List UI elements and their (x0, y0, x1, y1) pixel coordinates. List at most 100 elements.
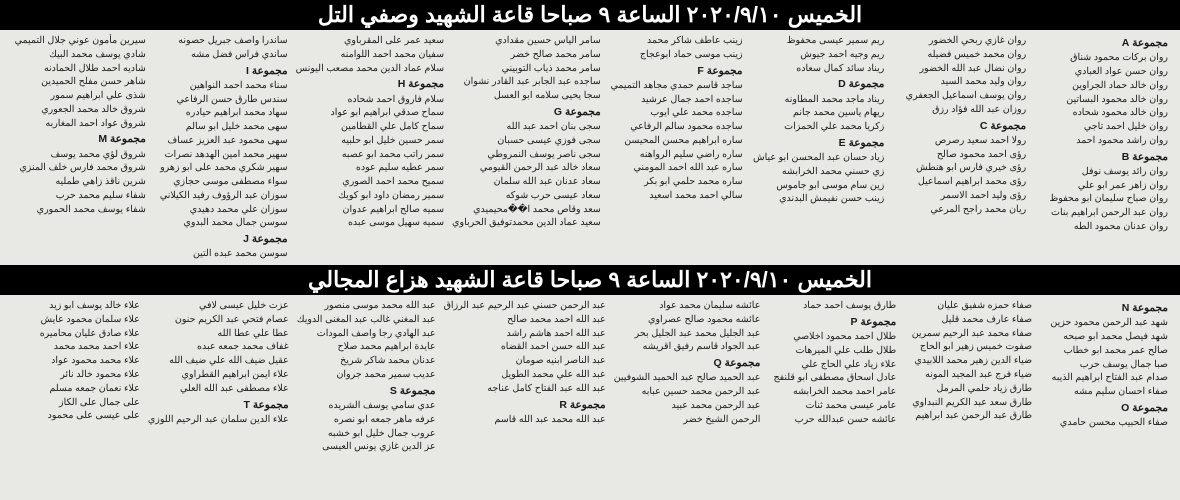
name-entry: روان صباح سليمان ابو محفوظ (1034, 192, 1168, 206)
names-column: عبد الله محمد موسى منصورعبد المغني غالب … (293, 299, 440, 454)
name-entry: ساجده احمد جمال عرشيد (609, 93, 743, 107)
name-entry: زكريا محمد علي الحمزات (751, 120, 885, 134)
name-entry: سامر محمد صالح خضر (452, 48, 601, 62)
name-entry: ساجد قاسم حمدي مجاهد التميمي (609, 79, 743, 93)
name-entry: علاء خالد يوسف ابو زيد (12, 299, 140, 313)
names-column: سعيد عمر على المقرباويسفيان محمد احمد ال… (292, 34, 448, 261)
name-entry: روان بركات محمود شناق (1034, 51, 1168, 65)
name-entry: ساجده عبد الجابر عبد القادر نشوان (452, 75, 601, 89)
name-entry: سامر الياس حسين مقدادي (452, 34, 601, 48)
name-entry: شاهر حسن مفلح الحميدين (12, 75, 146, 89)
name-entry: سناء محمد احمد النواهين (154, 79, 288, 93)
name-entry: روان زاهر عمر ابو علي (1034, 179, 1168, 193)
name-entry: ريهام ياسين محمد جانم (751, 106, 885, 120)
name-entry: سهى محمد خليل ابو سالم (154, 120, 288, 134)
names-column: سيرين مأمون عوني جلال التميميشادي يوسف م… (8, 34, 150, 261)
group-label: مجموعة R (444, 398, 606, 413)
name-entry: سوزان علي محمد دهيدي (154, 203, 288, 217)
name-entry: زي حسني محمد الخرابشه (751, 165, 885, 179)
name-entry: روان غازي ربحي الخضور (892, 34, 1026, 48)
name-entry: عطا علي عطا الله (148, 327, 289, 341)
name-entry: شفاء يوسف محمد الحموري (12, 203, 146, 217)
name-entry: روان يوسف اسماعيل الجعفري (892, 89, 1026, 103)
names-column: علاء خالد يوسف ابو زيدعلاء سلمان محمود ع… (8, 299, 144, 454)
name-entry: ريناد سائد كمال سعاده (751, 62, 885, 76)
name-entry: سهير شكري محمد على ابو زهرو (154, 161, 288, 175)
name-entry: غفاف محمد جمعه عبده (148, 340, 289, 354)
name-entry: ساره عبد الله احمد المومني (609, 161, 743, 175)
name-entry: ساجده محمود سالم الرفاعي (609, 120, 743, 134)
name-entry: ضياء الدين زهير محمد اللابيدي (904, 354, 1032, 368)
name-entry: صدام عبد الفتاح ابراهيم الذيبه (1040, 371, 1168, 385)
name-entry: عادل اسحاق مصطفى ابو قلنفج (768, 371, 896, 385)
name-entry: زين سام موسى ابو جاموس (751, 179, 885, 193)
name-entry: سماح كامل علي القطامين (296, 120, 444, 134)
name-entry: عبد الله احمد هاشم راشد (444, 327, 606, 341)
name-entry: سهاد محمد ابراهيم حيادره (154, 106, 288, 120)
name-entry: طارق عبد الرحمن عبد ابراهيم (904, 409, 1032, 423)
name-entry: روزان عبد الله فؤاد رزق (892, 103, 1026, 117)
name-entry: عائشه محمود صالح عصراوي (614, 313, 761, 327)
name-entry: صفاء حمزه شفيق عليان (904, 299, 1032, 313)
names-column: مجموعة Aروان بركات محمود شناقروان حسن عو… (1030, 34, 1172, 261)
name-entry: سوسن جمال محمد البدوي (154, 216, 288, 230)
group-label: مجموعة G (452, 105, 601, 120)
name-entry: روان رائد يوسف نوفل (1034, 165, 1168, 179)
name-entry: سميه سهيل موسى عبده (296, 216, 444, 230)
group-label: مجموعة F (609, 64, 743, 79)
name-entry: سميح محمد احمد الصوري (296, 175, 444, 189)
name-entry: عصام فتحي عبد الكريم حنون (148, 313, 289, 327)
name-entry: عقيل ضيف الله علي ضيف الله (148, 354, 289, 368)
name-entry: طارق يوسف احمد حماد (768, 299, 896, 313)
name-entry: ريم سمير عيسى محفوظ (751, 34, 885, 48)
name-entry: روان خليل احمد تاجي (1034, 120, 1168, 134)
name-entry: عبد المغني غالب عبد المغنى الدويك (297, 313, 436, 327)
name-entry: روان خالد محمود البساتين (1034, 93, 1168, 107)
name-entry: سمير رمضان داود ابو كويك (296, 189, 444, 203)
name-entry: شاديه احمد طلال الحمادنه (12, 62, 146, 76)
name-entry: روان راشد محمود احمد (1034, 134, 1168, 148)
name-entry: علاء محمد محمود عواد (12, 354, 140, 368)
name-entry: سوزان عبد الرؤوف رفيد الكيلاني (154, 189, 288, 203)
name-entry: عائشه سليمان محمد عواد (614, 299, 761, 313)
name-entry: عبد الرحمن محمد عبيد (614, 399, 761, 413)
name-entry: سمر حسين خليل ابو حلبيه (296, 134, 444, 148)
group-label: مجموعة N (1040, 301, 1168, 316)
name-entry: سعيد عماد الدين محمدتوفيق الحرباوي (452, 216, 601, 230)
group-label: مجموعة P (768, 315, 896, 330)
name-entry: عز الدين غازي يونس العيسى (297, 440, 436, 454)
name-entry: سهير محمد امين الهدهد نصرات (154, 148, 288, 162)
name-entry: عائشه حسن عبدالله حرب (768, 413, 896, 427)
names-column: زينب عاطف شاكر محمدزينب موسى حماد ابوعجا… (605, 34, 747, 261)
names-column: سامر الياس حسين مقداديسامر محمد صالح خضر… (448, 34, 605, 261)
name-entry: سفيان محمد احمد اللوامنه (296, 48, 444, 62)
name-entry: عامر عيسى محمد ثنات (768, 399, 896, 413)
name-entry: شذى علي ابراهيم سمور (12, 89, 146, 103)
name-entry: عبد الله حسن احمد القضاه (444, 340, 606, 354)
name-entry: عبد الحميد صالح عبد الحميد الشوفيين (614, 371, 761, 385)
name-entry: عبد الله علي محمد الطويل (444, 368, 606, 382)
name-entry: ساجده محمد علي ايوب (609, 106, 743, 120)
name-entry: على عيسى على محمود (12, 409, 140, 423)
section-2: مجموعة Nشهد عبد الرحمن محمود حزينشهد فيص… (0, 295, 1180, 458)
name-entry: طلال احمد محمود اخلاصي (768, 330, 896, 344)
name-entry: روان محمد خميس فضيله (892, 48, 1026, 62)
names-column: عائشه سليمان محمد عوادعائشه محمود صالح ع… (610, 299, 765, 454)
name-entry: عبد الناصر ابنيه صومان (444, 354, 606, 368)
name-entry: شروق خالد محمد الجعوري (12, 103, 146, 117)
name-entry: سعد وقاص محمد ا��محيميدي (452, 203, 601, 217)
group-label: مجموعة Q (614, 356, 761, 371)
name-entry: علاء ايمن ابراهيم القطراوي (148, 368, 289, 382)
name-entry: صفاء احسان سليم مشه (1040, 385, 1168, 399)
names-column: عزت خليل عيسى لافيعصام فتحي عبد الكريم ح… (144, 299, 293, 454)
group-label: مجموعة S (297, 384, 436, 399)
name-entry: ساره ابراهيم محسن المحيسن (609, 134, 743, 148)
section-1: مجموعة Aروان بركات محمود شناقروان حسن عو… (0, 30, 1180, 265)
group-label: مجموعة C (892, 119, 1026, 134)
name-entry: طلال طلب علي الميرهات (768, 344, 896, 358)
name-entry: علاء زياد علي الحاج علي (768, 358, 896, 372)
name-entry: طارق سعد عبد الكريم النبداوي (904, 396, 1032, 410)
name-entry: عبد الله محمد عبد الله قاسم (444, 413, 606, 427)
name-entry: سعاد عيسى حرب شوكه (452, 189, 601, 203)
name-entry: شفاء سليم محمد حرب (12, 189, 146, 203)
